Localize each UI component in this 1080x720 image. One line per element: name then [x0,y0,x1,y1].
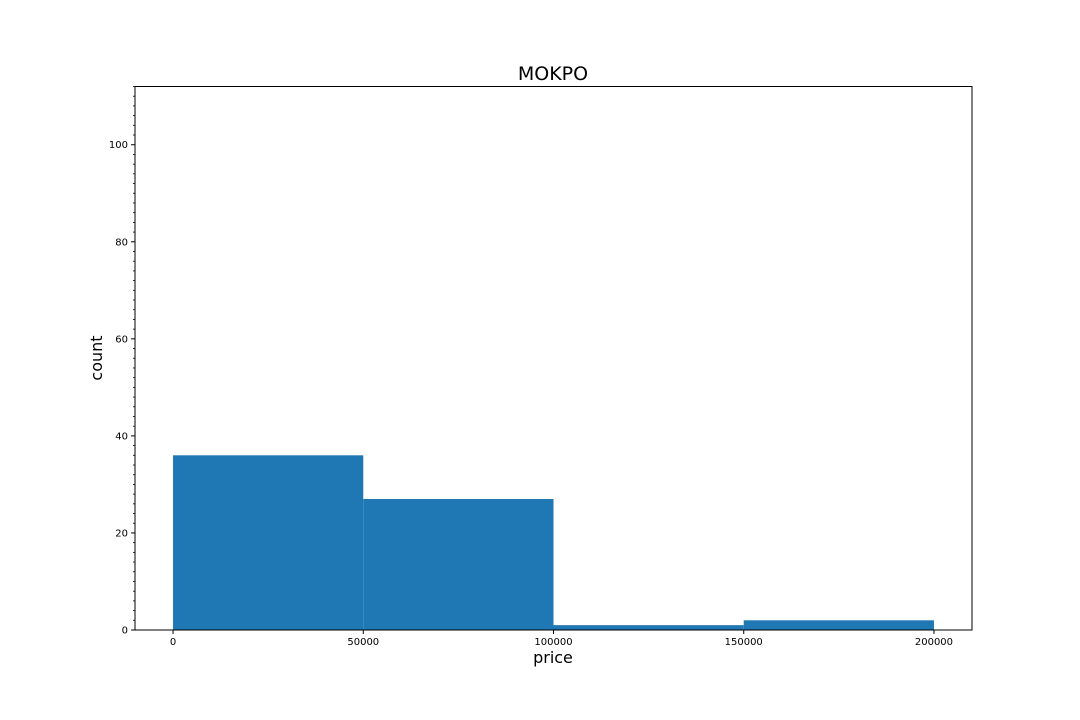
histogram-bar-1 [173,455,364,630]
chart-title: MOKPO [518,63,588,85]
histogram-bar-2 [363,498,554,630]
y-tick-label: 60 [115,334,128,345]
y-axis-label: count [87,335,106,380]
x-tick-label: 150000 [725,637,763,648]
histogram-bar-4 [743,620,934,630]
y-tick-label: 40 [115,431,128,442]
x-tick-label: 200000 [915,637,953,648]
x-axis-ticks: 0 50000 100000 150000 200000 [170,630,953,648]
x-tick-label: 50000 [347,637,379,648]
histogram-bar-3 [553,625,744,630]
y-tick-label: 20 [115,528,128,539]
x-tick-label: 0 [170,637,176,648]
y-axis-ticks: 0 20 40 60 80 100 [109,140,135,637]
x-axis-label: price [533,648,573,667]
y-tick-label: 80 [115,237,128,248]
y-tick-label: 100 [109,140,128,151]
y-tick-label: 0 [122,626,128,637]
y-minor-ticks [133,86,135,621]
x-tick-label: 100000 [534,637,572,648]
bars-group [173,455,934,630]
